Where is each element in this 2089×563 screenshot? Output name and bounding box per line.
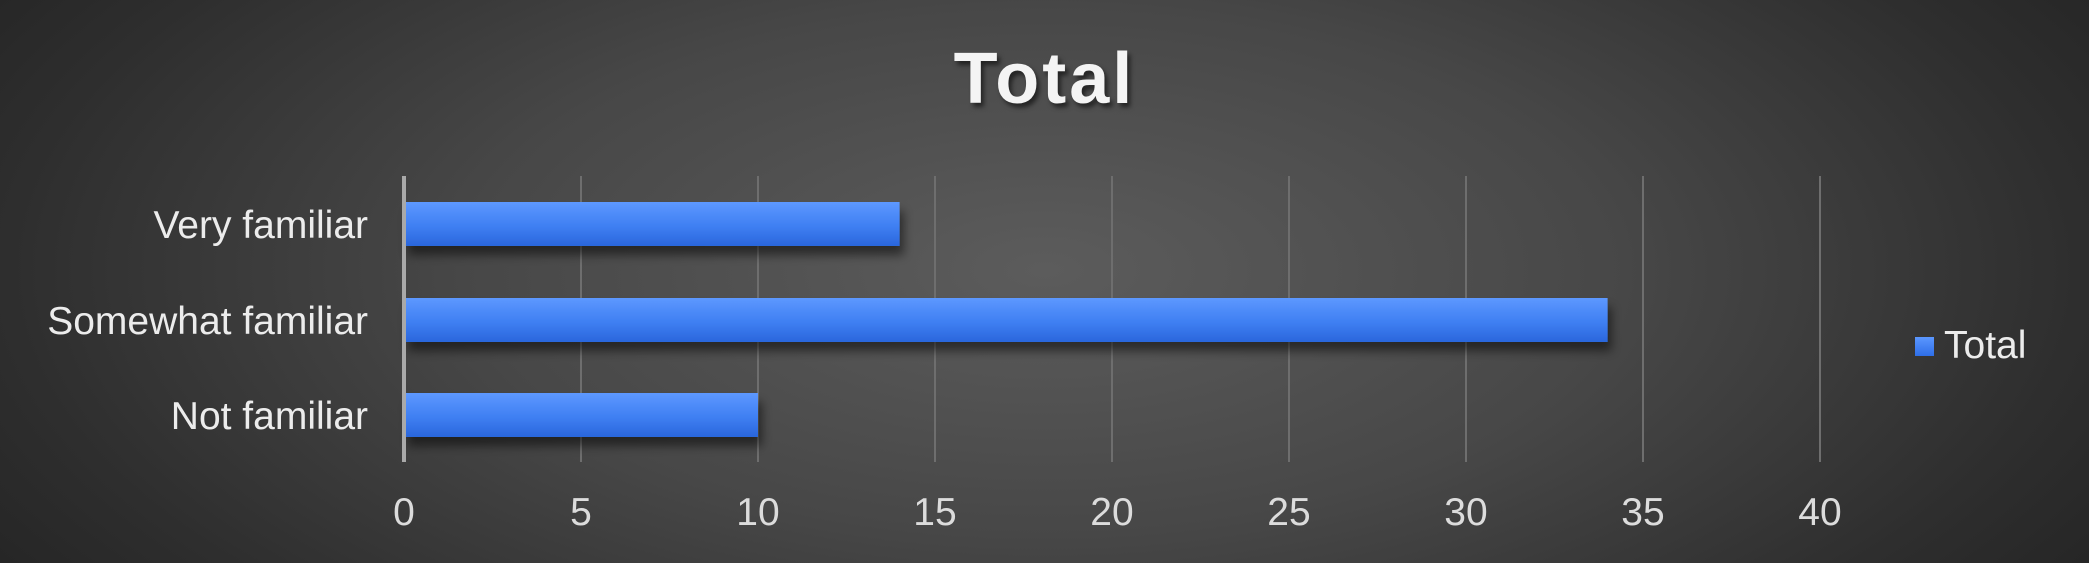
x-tick-label: 5 bbox=[570, 491, 592, 534]
category-label: Not familiar bbox=[171, 395, 368, 438]
x-tick-label: 35 bbox=[1621, 491, 1664, 534]
x-tick-label: 30 bbox=[1444, 491, 1487, 534]
chart-title: Total bbox=[953, 39, 1136, 119]
bar bbox=[404, 393, 758, 437]
legend: Total bbox=[1915, 320, 2026, 372]
category-label: Somewhat familiar bbox=[47, 300, 368, 343]
bar bbox=[404, 202, 900, 246]
legend-swatch bbox=[1915, 336, 1934, 356]
x-tick-label: 15 bbox=[913, 491, 956, 534]
x-tick-label: 25 bbox=[1267, 491, 1310, 534]
x-tick-label: 0 bbox=[393, 491, 415, 534]
x-tick-label: 40 bbox=[1798, 491, 1841, 534]
legend-label: Total bbox=[1944, 324, 2027, 367]
x-tick-label: 10 bbox=[736, 491, 779, 534]
category-label: Very familiar bbox=[153, 204, 368, 247]
x-tick-label: 20 bbox=[1090, 491, 1133, 534]
bar bbox=[404, 298, 1608, 342]
